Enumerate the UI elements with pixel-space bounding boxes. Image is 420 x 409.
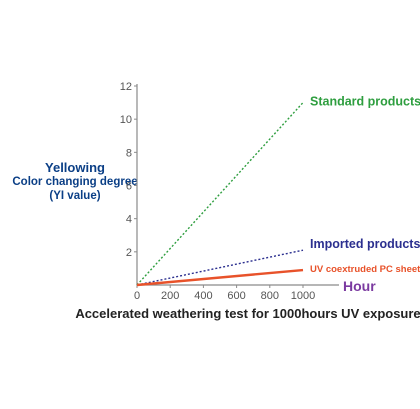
y-tick-label: 10 <box>120 114 132 126</box>
x-tick-label: 200 <box>161 290 179 302</box>
axes <box>136 84 339 286</box>
y-axis-label-line-3: (YI value) <box>49 190 101 202</box>
ticks: 2 4 6 8 10 12 0 200 400 600 800 1000 <box>120 81 315 302</box>
series-line <box>136 268 304 287</box>
y-tick-label: 4 <box>126 214 132 226</box>
series-lines <box>136 102 304 287</box>
x-axis-label: Accelerated weathering test for 1000hour… <box>75 306 420 321</box>
series-labels: Standard products Imported products UV coe… <box>310 95 420 275</box>
series-label: UV coextruded PC sheet <box>310 264 420 275</box>
x-tick-label: 800 <box>261 290 279 302</box>
y-tick-label: 8 <box>126 147 132 159</box>
y-tick-label: 2 <box>126 247 132 259</box>
y-axis-label-line-1: Yellowing <box>45 160 105 175</box>
x-unit-label: Hour <box>343 278 376 294</box>
y-tick-label: 12 <box>120 81 132 93</box>
y-axis-label-line-2: Color changing degree <box>12 176 138 188</box>
series-line <box>136 102 304 286</box>
x-tick-label: 1000 <box>291 290 315 302</box>
series-label: Standard products <box>310 95 420 109</box>
series-line <box>136 249 304 286</box>
x-tick-label: 400 <box>194 290 212 302</box>
series-label: Imported products <box>310 237 420 251</box>
x-tick-label: 0 <box>134 290 140 302</box>
y-tick-label: 6 <box>126 181 132 193</box>
x-tick-label: 600 <box>227 290 245 302</box>
y-axis-label: Yellowing Color changing degree (YI valu… <box>0 161 150 203</box>
